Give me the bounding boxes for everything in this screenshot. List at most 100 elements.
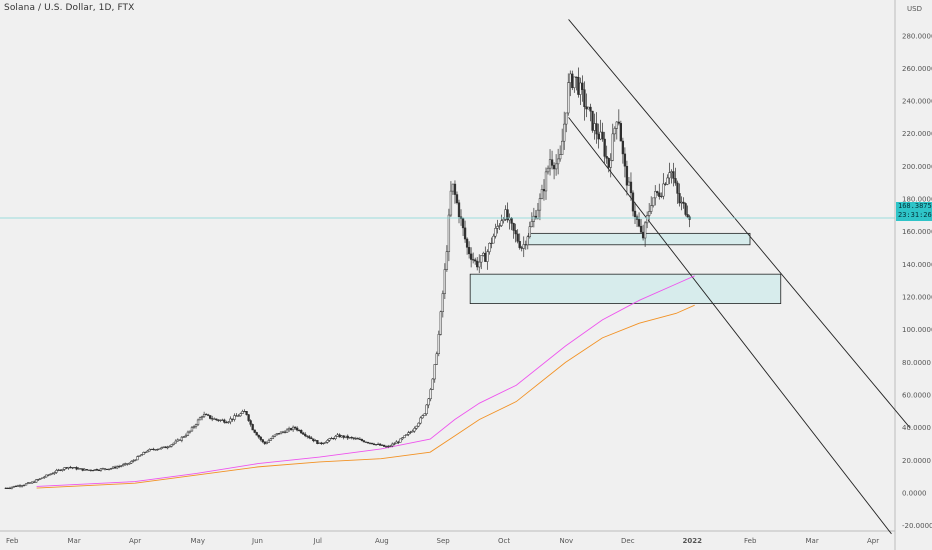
candle-body — [211, 418, 214, 420]
candle-body — [629, 181, 633, 194]
candle-body — [69, 466, 72, 469]
candle-body — [682, 201, 685, 204]
candle-body — [565, 112, 568, 125]
candle-body — [91, 470, 94, 472]
candle-body — [421, 415, 424, 419]
candle-body — [65, 467, 68, 469]
candle-body — [243, 411, 246, 413]
candle-body — [271, 436, 275, 439]
candle-body — [372, 443, 376, 445]
candle-body — [67, 466, 70, 469]
candle-body — [429, 389, 432, 400]
y-axis: 280.0000 260.0000 240.0000 220.0000 200.0000… — [902, 32, 932, 530]
support-zone — [469, 273, 782, 304]
candle-body — [247, 414, 250, 421]
candle-body — [443, 269, 446, 294]
x-tick-label: Apr — [867, 537, 879, 545]
x-tick-label: Apr — [129, 537, 141, 545]
y-tick-label: -20.0000 — [902, 522, 932, 530]
candle-body — [324, 442, 327, 444]
candle-body — [263, 441, 266, 444]
candle-body — [312, 438, 315, 442]
candle-body — [122, 464, 125, 467]
candle-body — [57, 469, 60, 471]
candle-body — [200, 416, 204, 418]
candle-body — [447, 214, 451, 252]
candle-body — [310, 437, 313, 440]
candle-body — [544, 171, 548, 192]
y-tick-label: 220.0000 — [902, 130, 932, 138]
candle-body — [186, 431, 190, 436]
candle-body — [637, 219, 641, 227]
candle-body — [399, 438, 402, 443]
candle-body — [55, 470, 58, 473]
ma-fast-line — [36, 275, 695, 487]
candle-body — [277, 433, 281, 435]
candle-body — [383, 444, 386, 447]
candle-body — [526, 236, 529, 246]
candle-body — [488, 243, 491, 253]
candle-body — [378, 443, 382, 446]
candle-body — [597, 133, 600, 140]
support-zones[interactable] — [469, 232, 782, 304]
candle-body — [419, 417, 422, 424]
y-tick-label: 180.0000 — [902, 196, 932, 204]
candle-body — [168, 445, 171, 448]
candle-body — [209, 415, 212, 419]
candle-body — [595, 123, 598, 135]
candle-body — [397, 441, 400, 443]
candle-body — [668, 172, 671, 179]
candle-body — [348, 437, 351, 439]
y-tick-label: 0.0000 — [902, 490, 927, 498]
candle-body — [152, 448, 155, 450]
candle-body — [33, 481, 36, 483]
candle-body — [53, 472, 56, 474]
candle-body — [188, 430, 192, 433]
candle-body — [571, 73, 574, 89]
y-tick-label: 40.0000 — [902, 424, 931, 432]
candle-body — [395, 441, 398, 444]
candle-body — [285, 429, 289, 433]
candle-body — [506, 209, 509, 221]
candle-body — [306, 435, 309, 437]
candle-body — [593, 123, 596, 131]
candle-body — [389, 445, 392, 447]
candle-body — [81, 468, 84, 471]
candle-body — [561, 140, 564, 155]
candle-body — [435, 353, 438, 365]
candle-body — [134, 459, 137, 461]
candle-body — [427, 398, 430, 406]
trendlines[interactable] — [568, 19, 911, 535]
candle-body — [605, 156, 608, 159]
candle-body — [245, 411, 248, 415]
candle-body — [567, 82, 570, 114]
candle-body — [385, 446, 388, 448]
candle-body — [609, 160, 612, 168]
candle-body — [132, 460, 135, 462]
candle-body — [83, 469, 86, 471]
candle-body — [241, 411, 244, 414]
y-tick-label: 280.0000 — [902, 32, 932, 40]
candle-body — [156, 448, 159, 451]
y-tick-label: 140.0000 — [902, 261, 932, 269]
candle-body — [437, 334, 440, 354]
candle-body — [362, 440, 366, 443]
candle-body — [650, 205, 653, 212]
candle-body — [249, 420, 252, 425]
x-tick-label: May — [191, 537, 205, 545]
candle-body — [480, 255, 483, 263]
candle-body — [486, 251, 489, 262]
candle-body — [417, 422, 420, 427]
candle-body — [520, 247, 523, 249]
candle-body — [467, 247, 471, 255]
x-tick-label: 2022 — [683, 537, 703, 545]
candle-body — [22, 484, 26, 486]
moving-averages — [36, 275, 695, 489]
candle-body — [559, 154, 562, 160]
x-axis: Feb Mar Apr May Jun Jul Aug Sep Oct Nov Dec 2022 Feb… — [6, 537, 879, 545]
candle-body — [89, 469, 92, 471]
candle-body — [150, 448, 153, 450]
candle-body — [445, 251, 449, 270]
last-price-badge[interactable]: 168.3875 23:31:26 — [896, 202, 932, 221]
